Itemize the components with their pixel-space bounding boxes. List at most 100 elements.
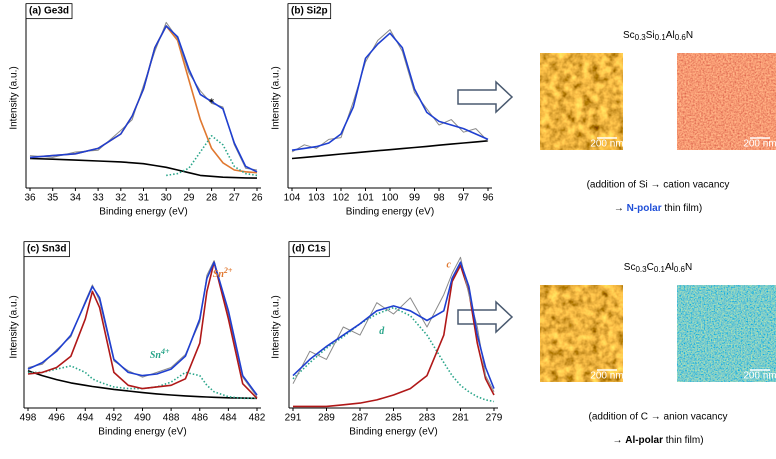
- title-box: [288, 241, 330, 258]
- annotation-text: c: [447, 260, 452, 271]
- title-box: [287, 3, 332, 20]
- formula-subscript: 0.6: [674, 265, 686, 274]
- y-axis-label: Intensity (a.u.): [9, 66, 20, 129]
- annotation-text: d: [379, 326, 385, 337]
- series-line: [29, 25, 258, 173]
- x-tick-label: 33: [93, 193, 105, 204]
- series-line: [291, 140, 489, 160]
- x-tick-label: 31: [138, 193, 150, 204]
- x-tick-label: 488: [163, 413, 180, 424]
- x-tick-label: 30: [161, 193, 173, 204]
- annotation: d: [379, 326, 385, 337]
- caption-bold: N-polar: [627, 203, 662, 214]
- formula-element: N: [685, 262, 692, 273]
- caption-text: thin film): [663, 435, 704, 446]
- x-tick-label: 484: [220, 413, 237, 424]
- scale-bar-label: 200 nm: [590, 139, 623, 150]
- x-tick-label: 32: [115, 193, 127, 204]
- caption: → N-polar thin film): [614, 203, 702, 214]
- annotation: Sn4+: [150, 347, 170, 361]
- x-tick-label: 289: [318, 413, 335, 424]
- caption-text: thin film): [662, 203, 703, 214]
- series-line: [291, 32, 489, 151]
- annotation-sup: 4+: [160, 347, 170, 356]
- caption-text: →: [614, 203, 627, 214]
- annotation-text: *: [209, 98, 214, 109]
- x-tick-label: 291: [285, 413, 302, 424]
- formula: Sc0.3C0.1Al0.6N: [624, 262, 692, 274]
- formula-subscript: 0.3: [635, 265, 647, 274]
- x-tick-label: 28: [206, 193, 218, 204]
- series-line: [29, 25, 258, 174]
- annotation-sup: 2+: [223, 266, 233, 275]
- x-tick-label: 104: [284, 193, 301, 204]
- series-line: [291, 29, 489, 153]
- annotation-text: Sn: [213, 269, 225, 280]
- formula-element: N: [686, 30, 693, 41]
- series-line: [293, 264, 495, 408]
- x-tick-label: 96: [482, 193, 494, 204]
- y-axis-label: Intensity (a.u.): [271, 295, 282, 358]
- chart-title: (a) Ge3d: [29, 6, 69, 17]
- x-axis-label: Binding energy (eV): [99, 207, 187, 218]
- scale-bar-label: 200 nm: [590, 371, 623, 382]
- x-tick-label: 490: [134, 413, 151, 424]
- formula-subscript: 0.1: [655, 33, 667, 42]
- x-tick-label: 101: [357, 193, 374, 204]
- title-box: [25, 3, 73, 20]
- chart-title: (d) C1s: [292, 244, 326, 255]
- micrograph: [677, 53, 776, 150]
- series-line: [292, 261, 495, 389]
- x-tick-label: 35: [47, 193, 59, 204]
- series-line: [27, 261, 258, 399]
- x-axis-label: Binding energy (eV): [98, 427, 186, 438]
- x-tick-label: 486: [191, 413, 208, 424]
- annotation: c: [447, 260, 452, 271]
- x-tick-label: 102: [333, 193, 350, 204]
- x-axis-label: Binding energy (eV): [346, 207, 434, 218]
- formula-element: Si: [646, 30, 655, 41]
- x-tick-label: 498: [20, 413, 37, 424]
- x-tick-label: 98: [433, 193, 445, 204]
- x-tick-label: 494: [77, 413, 94, 424]
- series-line: [29, 21, 258, 171]
- series-line: [27, 261, 258, 396]
- series-line: [166, 135, 258, 177]
- x-tick-label: 27: [229, 193, 241, 204]
- formula-subscript: 0.1: [654, 265, 666, 274]
- x-tick-label: 287: [352, 413, 369, 424]
- formula-element: Al: [665, 262, 674, 273]
- x-tick-label: 34: [70, 193, 82, 204]
- annotation: Sn2+: [213, 266, 233, 280]
- micrograph: [540, 53, 623, 150]
- annotation: *: [209, 98, 214, 109]
- caption-bold: Al-polar: [625, 435, 663, 446]
- formula-subscript: 0.3: [635, 33, 647, 42]
- y-axis-label: Intensity (a.u.): [9, 295, 20, 358]
- chart-title: (b) Si2p: [291, 6, 328, 17]
- caption: → Al-polar thin film): [612, 435, 703, 446]
- x-tick-label: 281: [452, 413, 469, 424]
- y-axis-label: Intensity (a.u.): [271, 66, 282, 129]
- arrow: [457, 80, 514, 334]
- x-tick-label: 99: [409, 193, 421, 204]
- caption-text: →: [612, 435, 625, 446]
- x-tick-label: 29: [183, 193, 195, 204]
- title-box: [23, 241, 70, 258]
- micrograph: [677, 285, 776, 382]
- formula-element: Sc: [624, 262, 636, 273]
- caption: (addition of Si → cation vacancy: [587, 180, 730, 191]
- x-tick-label: 36: [24, 193, 36, 204]
- x-tick-label: 103: [308, 193, 325, 204]
- x-axis-label: Binding energy (eV): [349, 427, 437, 438]
- x-tick-label: 496: [48, 413, 65, 424]
- formula: Sc0.3Si0.1Al0.6N: [623, 30, 693, 42]
- annotation-text: Sn: [150, 350, 162, 361]
- series-line: [29, 157, 258, 179]
- series-line: [28, 365, 257, 400]
- caption: (addition of C → anion vacancy: [589, 412, 728, 423]
- x-tick-label: 26: [251, 193, 263, 204]
- x-tick-label: 100: [382, 193, 399, 204]
